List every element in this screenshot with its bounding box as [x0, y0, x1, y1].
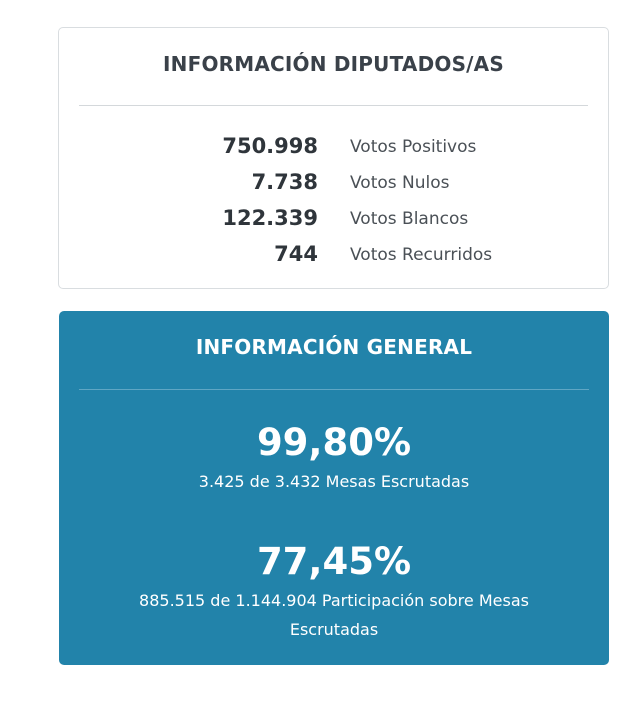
general-info-panel: INFORMACIÓN GENERAL 99,80% 3.425 de 3.43… [59, 311, 609, 665]
votos-blancos-label: Votos Blancos [350, 209, 469, 229]
vote-row-positivos: 750.998 Votos Positivos [59, 130, 608, 166]
votos-nulos-label: Votos Nulos [350, 173, 450, 193]
votos-positivos-value: 750.998 [222, 134, 318, 158]
votos-recurridos-value: 744 [274, 242, 318, 266]
mesas-escrutadas-block: 99,80% 3.425 de 3.432 Mesas Escrutadas [59, 419, 609, 496]
participacion-percent: 77,45% [256, 540, 412, 583]
votos-nulos-value: 7.738 [251, 170, 318, 194]
mesas-escrutadas-percent: 99,80% [256, 421, 412, 464]
participacion-block: 77,45% 885.515 de 1.144.904 Participació… [59, 538, 609, 644]
votos-blancos-value: 122.339 [222, 206, 318, 230]
general-divider [79, 389, 589, 390]
mesas-escrutadas-caption: 3.425 de 3.432 Mesas Escrutadas [198, 472, 470, 491]
diputados-info-panel: INFORMACIÓN DIPUTADOS/AS 750.998 Votos P… [58, 27, 609, 289]
general-panel-title: INFORMACIÓN GENERAL [195, 335, 473, 359]
participacion-caption: 885.515 de 1.144.904 Participación sobre… [139, 591, 529, 639]
votes-list: 750.998 Votos Positivos 7.738 Votos Nulo… [59, 130, 608, 274]
diputados-panel-title: INFORMACIÓN DIPUTADOS/AS [163, 52, 504, 76]
vote-row-recurridos: 744 Votos Recurridos [59, 238, 608, 274]
votos-positivos-label: Votos Positivos [350, 137, 477, 157]
votos-recurridos-label: Votos Recurridos [350, 245, 493, 265]
vote-row-nulos: 7.738 Votos Nulos [59, 166, 608, 202]
vote-row-blancos: 122.339 Votos Blancos [59, 202, 608, 238]
diputados-divider [79, 105, 588, 106]
